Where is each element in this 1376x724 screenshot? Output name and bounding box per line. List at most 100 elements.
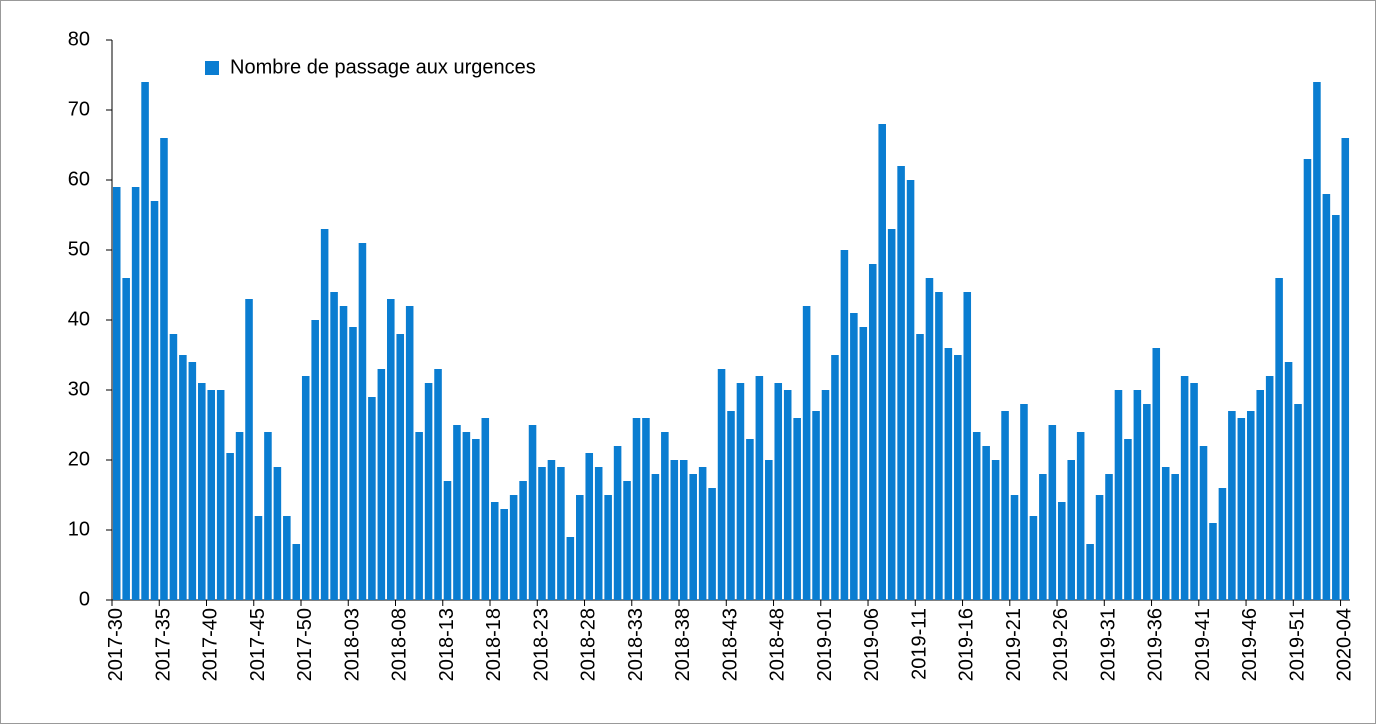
bar	[1020, 404, 1028, 600]
bar	[169, 334, 178, 600]
bar	[1246, 411, 1255, 600]
bar	[528, 425, 537, 600]
x-tick-label: 2018-23	[530, 608, 552, 681]
bar	[387, 299, 395, 600]
bar	[330, 292, 338, 600]
y-tick-label: 30	[68, 378, 90, 400]
bar	[358, 243, 367, 600]
bar	[727, 411, 735, 600]
bar	[566, 537, 575, 600]
bar	[1161, 467, 1170, 600]
bar	[717, 369, 726, 600]
bar	[897, 166, 905, 600]
bar	[1057, 502, 1066, 600]
bar	[689, 474, 697, 600]
bar	[878, 124, 886, 600]
bar	[594, 467, 603, 600]
x-tick-label: 2017-35	[152, 608, 174, 681]
bar	[283, 516, 291, 600]
bar	[1133, 390, 1142, 600]
x-tick-label: 2019-21	[1003, 608, 1025, 681]
bar	[1039, 474, 1047, 600]
x-tick-label: 2019-46	[1239, 608, 1261, 681]
bar	[112, 187, 121, 600]
bar	[179, 355, 187, 600]
x-tick-label: 2019-36	[1145, 608, 1167, 681]
x-tick-label: 2019-01	[814, 608, 836, 681]
bar	[207, 390, 216, 600]
bar	[197, 383, 206, 600]
legend-label: Nombre de passage aux urgences	[230, 56, 536, 78]
bar	[1294, 404, 1302, 600]
bar	[783, 390, 792, 600]
bar	[868, 264, 877, 600]
bar	[623, 481, 631, 600]
bar	[746, 439, 754, 600]
bar	[509, 495, 518, 600]
bar	[150, 201, 159, 600]
bar	[1199, 446, 1208, 600]
bar	[547, 460, 556, 600]
bar	[1256, 390, 1265, 600]
bar	[311, 320, 319, 600]
bar	[519, 481, 527, 600]
bar	[490, 502, 499, 600]
bar	[585, 453, 594, 600]
bar	[613, 446, 622, 600]
bar	[1171, 474, 1179, 600]
bar	[415, 432, 423, 600]
bar	[576, 495, 584, 600]
bar	[226, 453, 234, 600]
bar	[1303, 159, 1312, 600]
bar	[1143, 404, 1151, 600]
bar	[1313, 82, 1321, 600]
bar	[292, 544, 301, 600]
bar	[850, 313, 858, 600]
x-tick-label: 2018-28	[578, 608, 600, 681]
legend-swatch	[205, 61, 219, 75]
bar	[935, 292, 943, 600]
bar	[661, 432, 669, 600]
bar	[216, 390, 225, 600]
bar	[557, 467, 565, 600]
bar	[368, 397, 376, 600]
x-tick-label: 2019-06	[861, 608, 883, 681]
bar	[1180, 376, 1189, 600]
bar	[538, 467, 546, 600]
bar	[859, 327, 868, 600]
bar	[1114, 390, 1123, 600]
y-tick-label: 10	[68, 518, 90, 540]
y-tick-label: 20	[68, 448, 90, 470]
y-tick-label: 0	[79, 588, 90, 610]
bar	[122, 278, 130, 600]
bar	[831, 355, 839, 600]
bar	[1029, 516, 1038, 600]
bar	[821, 390, 830, 600]
y-tick-label: 70	[68, 98, 90, 120]
x-tick-label: 2018-38	[672, 608, 694, 681]
bar	[651, 474, 660, 600]
bar	[500, 509, 508, 600]
bar	[1048, 425, 1057, 600]
x-tick-label: 2018-03	[341, 608, 363, 681]
x-tick-label: 2018-08	[389, 608, 411, 681]
bar	[141, 82, 149, 600]
bar	[1332, 215, 1340, 600]
bar	[443, 481, 452, 600]
bar	[1284, 362, 1293, 600]
bar	[604, 495, 612, 600]
x-tick-label: 2019-31	[1097, 608, 1119, 681]
bar	[434, 369, 442, 600]
x-tick-label: 2017-40	[200, 608, 222, 681]
x-tick-label: 2017-50	[294, 608, 316, 681]
bar	[1105, 474, 1113, 600]
bar	[396, 334, 405, 600]
bar	[320, 229, 329, 600]
bar	[1237, 418, 1246, 600]
bar	[1010, 495, 1019, 600]
x-tick-label: 2018-48	[767, 608, 789, 681]
x-tick-label: 2018-18	[483, 608, 505, 681]
bar	[755, 376, 764, 600]
bar	[774, 383, 783, 600]
